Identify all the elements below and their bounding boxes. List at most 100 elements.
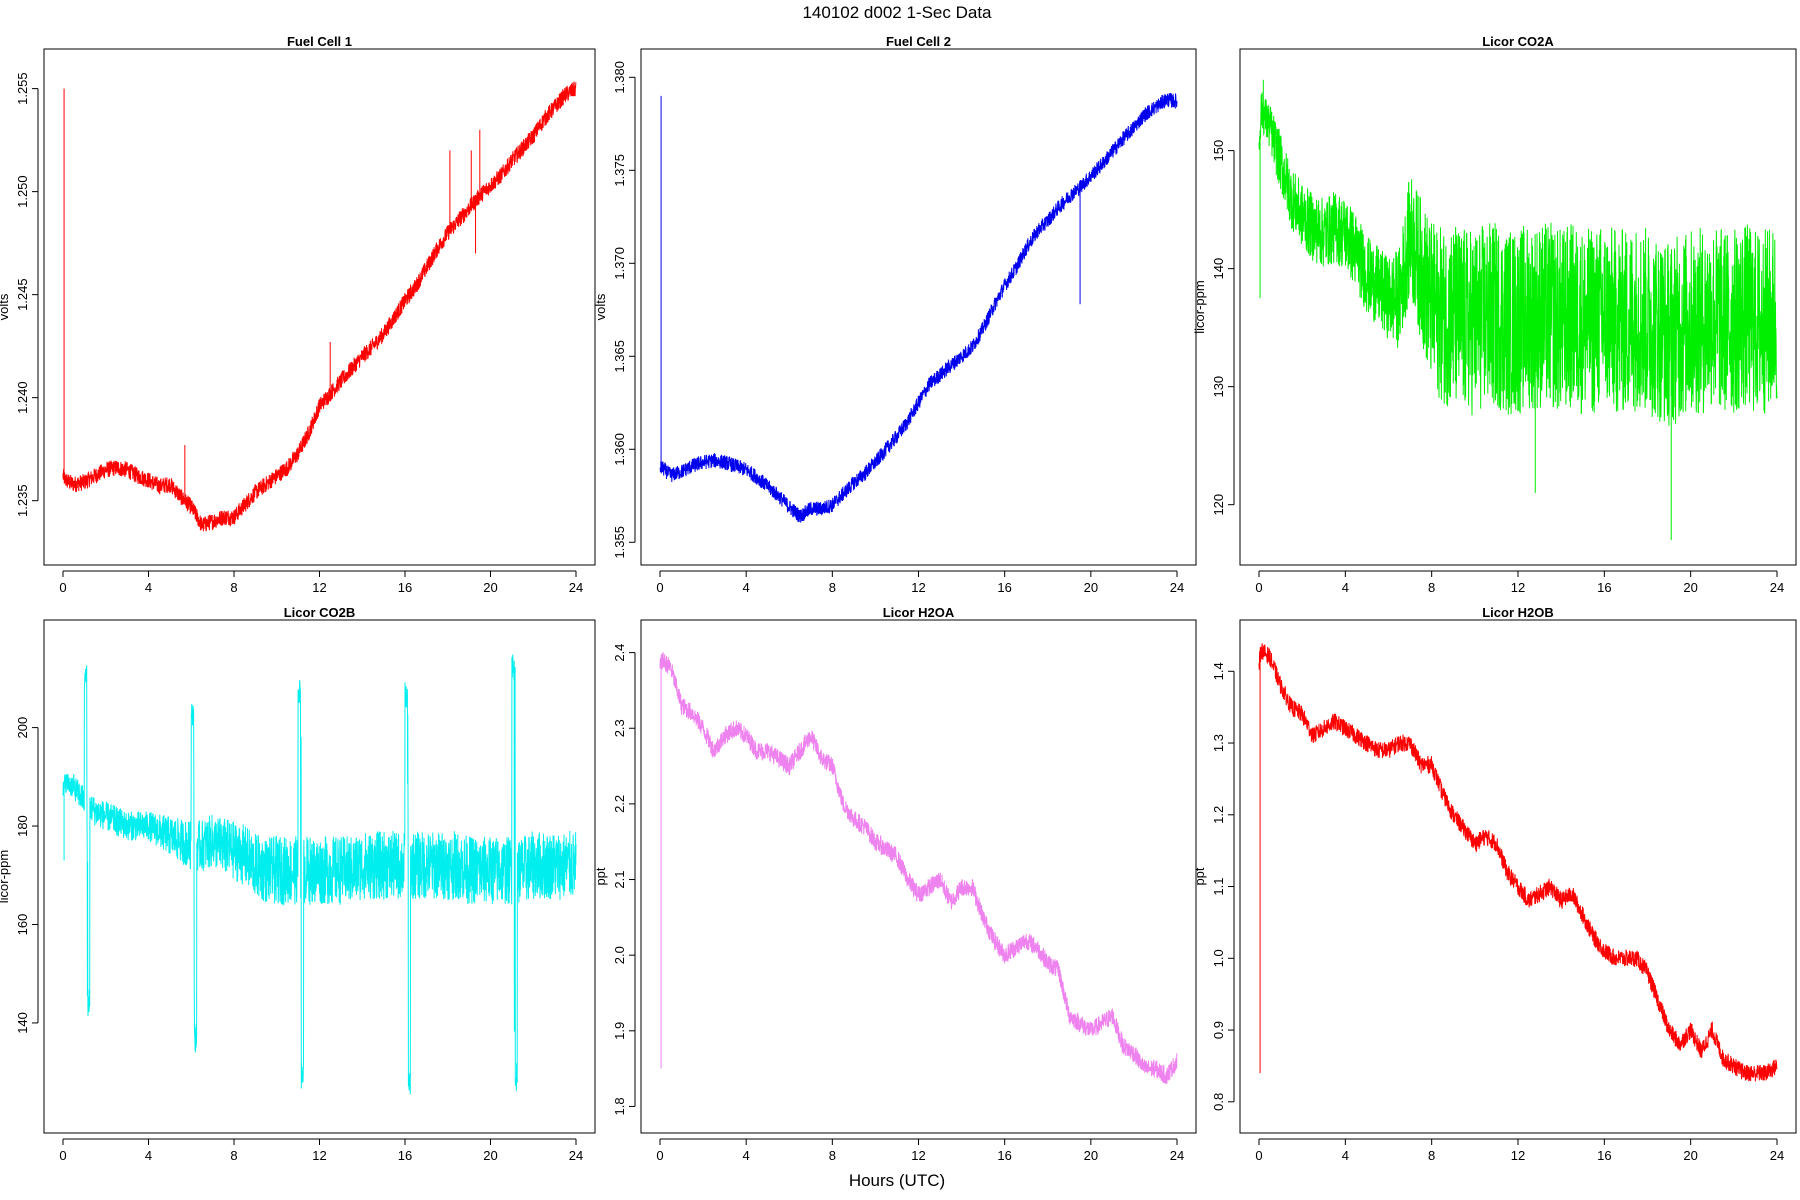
series-line-licor-h2oa	[659, 652, 1178, 1084]
y-axis-label: licor-ppm	[1192, 280, 1207, 333]
y-axis: 0.8 0.9 1.0 1.1 1.2 1.3 1.4	[1211, 662, 1235, 1111]
panel-title: Fuel Cell 1	[287, 34, 352, 49]
x-tick-label: 16	[1597, 580, 1611, 595]
x-tick-label: 8	[230, 580, 237, 595]
x-axis: 0 4 8 12 16 20 24	[59, 1138, 583, 1163]
x-tick-label: 0	[656, 1148, 663, 1163]
x-tick-label: 20	[483, 1148, 497, 1163]
x-tick-label: 4	[743, 580, 750, 595]
y-tick-label: 1.9	[612, 1022, 627, 1040]
series-line-licor-co2a	[1258, 92, 1778, 426]
y-axis-label: ppt	[593, 867, 608, 885]
y-tick-label: 2.0	[612, 946, 627, 964]
y-tick-label: 1.355	[612, 526, 627, 559]
y-axis-label: volts	[0, 293, 11, 320]
y-tick-label: 2.2	[612, 795, 627, 813]
panel-licor-co2b: Licor CO2B 0 4 8 12 16 20 24 140 160 180 200 licor-p…	[0, 605, 596, 1163]
y-tick-label: 1.245	[15, 278, 30, 311]
y-tick-label: 1.2	[1211, 806, 1226, 824]
panel-licor-h2ob: Licor H2OB 0 4 8 12 16 20 24 0.8 0.9 1.0 1.1 1.2 1.3 1…	[1192, 605, 1797, 1163]
y-axis-label: licor-ppm	[0, 850, 11, 903]
panel-licor-co2a: Licor CO2A 0 4 8 12 16 20 24 120 130 140 150 licor-p…	[1192, 34, 1797, 595]
panel-title: Licor CO2A	[1482, 34, 1554, 49]
x-tick-label: 12	[911, 580, 925, 595]
x-tick-label: 24	[1770, 580, 1784, 595]
y-tick-label: 1.235	[15, 484, 30, 517]
panels: Fuel Cell 10 4 8 12 16 20 241.2351.2401.2451.2…	[0, 34, 1797, 1163]
panel-licor-h2oa: Licor H2OA 0 4 8 12 16 20 24 1.8 1.9 2.0 2.1 2.2 2.3 2…	[593, 605, 1197, 1163]
y-axis: 120 130 140 150	[1211, 140, 1235, 516]
x-tick-label: 4	[145, 1148, 152, 1163]
x-tick-label: 8	[230, 1148, 237, 1163]
figure-xlabel: Hours (UTC)	[849, 1171, 945, 1190]
series-line-fuel-cell-1	[62, 81, 577, 532]
panel-title: Licor H2OA	[883, 605, 955, 620]
y-tick-label: 1.370	[612, 247, 627, 280]
y-tick-label: 2.1	[612, 870, 627, 888]
y-tick-label: 2.3	[612, 719, 627, 737]
plot-frame	[1239, 48, 1797, 566]
x-tick-label: 20	[1084, 580, 1098, 595]
x-axis: 0 4 8 12 16 20 24	[1255, 1138, 1784, 1163]
x-tick-label: 20	[1683, 1148, 1697, 1163]
y-axis: 1.235 1.240 1.245 1.250 1.255	[15, 72, 39, 517]
y-tick-label: 1.365	[612, 340, 627, 373]
x-tick-label: 0	[1255, 1148, 1262, 1163]
x-tick-label: 8	[1428, 1148, 1435, 1163]
x-tick-label: 12	[1511, 1148, 1525, 1163]
y-tick-label: 1.240	[15, 381, 30, 414]
x-tick-label: 0	[1255, 580, 1262, 595]
x-tick-label: 24	[1170, 1148, 1184, 1163]
y-axis: 140 160 180 200	[15, 717, 39, 1034]
panel-fuel-cell-1: Fuel Cell 10 4 8 12 16 20 241.2351.2401.2451.2…	[0, 34, 596, 595]
plot-frame	[640, 619, 1197, 1134]
y-tick-label: 2.4	[612, 644, 627, 662]
x-tick-label: 20	[1084, 1148, 1098, 1163]
series-line-licor-co2b	[62, 654, 577, 1095]
x-tick-label: 0	[59, 580, 66, 595]
y-axis-label: volts	[593, 293, 608, 320]
x-tick-label: 4	[743, 1148, 750, 1163]
x-axis: 0 4 8 12 16 20 24	[1255, 570, 1784, 595]
y-tick-label: 180	[15, 815, 30, 837]
x-tick-label: 24	[569, 1148, 583, 1163]
plot-frame	[43, 619, 596, 1134]
x-tick-label: 8	[829, 1148, 836, 1163]
plot-frame	[1239, 619, 1797, 1134]
series-line-licor-h2ob	[1258, 643, 1778, 1082]
y-tick-label: 130	[1211, 376, 1226, 398]
y-tick-label: 1.255	[15, 72, 30, 105]
y-tick-label: 1.0	[1211, 949, 1226, 967]
y-tick-label: 1.375	[612, 154, 627, 187]
x-tick-label: 12	[1511, 580, 1525, 595]
plot-frame	[43, 48, 596, 566]
y-tick-label: 200	[15, 717, 30, 739]
y-tick-label: 160	[15, 914, 30, 936]
x-tick-label: 4	[1342, 580, 1349, 595]
x-tick-label: 16	[398, 1148, 412, 1163]
y-tick-label: 1.3	[1211, 734, 1226, 752]
y-tick-label: 1.4	[1211, 662, 1226, 680]
series-line-fuel-cell-2	[659, 92, 1178, 523]
x-tick-label: 20	[483, 580, 497, 595]
x-tick-label: 16	[398, 580, 412, 595]
x-tick-label: 24	[1170, 580, 1184, 595]
x-tick-label: 24	[569, 580, 583, 595]
x-tick-label: 16	[997, 580, 1011, 595]
x-axis: 0 4 8 12 16 20 24	[656, 1138, 1184, 1163]
y-tick-label: 1.250	[15, 175, 30, 208]
y-tick-label: 0.9	[1211, 1021, 1226, 1039]
y-axis: 1.355 1.360 1.365 1.370 1.375 1.380	[612, 61, 636, 559]
y-axis-label: ppt	[1192, 867, 1207, 885]
x-axis: 0 4 8 12 16 20 24	[59, 570, 583, 595]
y-tick-label: 120	[1211, 494, 1226, 516]
x-tick-label: 12	[312, 580, 326, 595]
x-tick-label: 4	[1342, 1148, 1349, 1163]
x-tick-label: 0	[59, 1148, 66, 1163]
x-tick-label: 4	[145, 580, 152, 595]
x-tick-label: 0	[656, 580, 663, 595]
x-tick-label: 8	[829, 580, 836, 595]
x-tick-label: 20	[1683, 580, 1697, 595]
y-tick-label: 1.1	[1211, 878, 1226, 896]
